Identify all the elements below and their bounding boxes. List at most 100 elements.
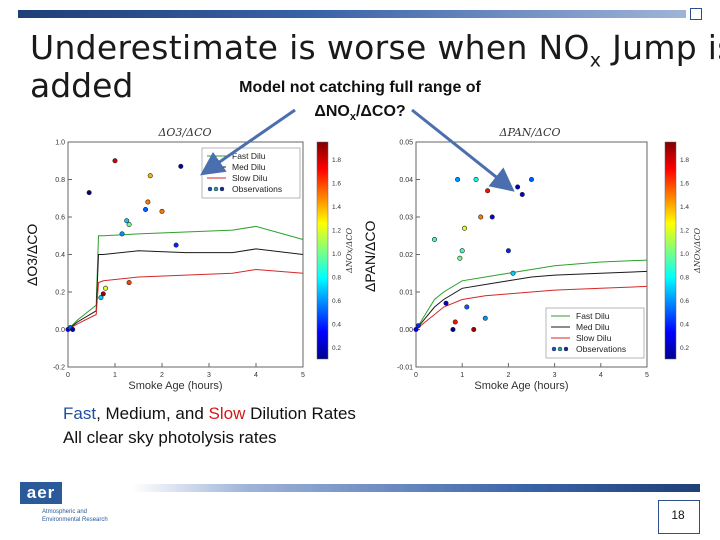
footer-sep1: , Medium, and [96, 404, 209, 423]
observation-point [471, 326, 477, 332]
legend-entry: Observations [232, 184, 282, 194]
x-tick-label: 4 [254, 372, 258, 379]
observation-point [143, 207, 149, 213]
colorbar-label: ΔNOx/ΔCO [345, 228, 354, 274]
observation-point [482, 315, 488, 321]
page-number-box [658, 500, 700, 534]
observation-point [103, 285, 109, 291]
colorbar-tick-label: 1.4 [680, 204, 689, 211]
observation-point [462, 225, 468, 231]
observation-point [178, 163, 184, 169]
x-tick-label: 2 [506, 372, 510, 379]
slide-title: Underestimate is worse when NOx Jump is [30, 28, 720, 72]
colorbar-tick-label: 0.4 [680, 321, 689, 328]
x-tick-label: 1 [113, 372, 117, 379]
y-tick-label: 0.01 [399, 290, 413, 297]
legend-swatch-dot [207, 186, 213, 192]
footer-line1: Fast, Medium, and Slow Dilution Rates [63, 402, 356, 426]
x-axis-label: Smoke Age (hours) [128, 380, 222, 392]
footer-slow: Slow [208, 404, 246, 423]
colorbar-tick-label: 1.6 [332, 181, 341, 188]
x-tick-label: 1 [460, 372, 464, 379]
legend-entry: Slow Dilu [576, 333, 612, 343]
observation-point [457, 255, 463, 261]
x-tick-label: 5 [301, 372, 305, 379]
observation-point [455, 177, 461, 183]
y-tick-label: -0.01 [397, 365, 413, 372]
callout-line2-b: /ΔCO? [355, 103, 406, 120]
observation-point [415, 323, 421, 329]
observation-point [464, 304, 470, 310]
top-accent-bar [18, 10, 686, 18]
observation-point [126, 280, 132, 286]
top-accent-square [690, 8, 702, 20]
series-line-med-dilu [415, 270, 648, 330]
y-tick-label: 0.02 [399, 252, 413, 259]
chart-title: ΔPAN/ΔCO [499, 126, 561, 139]
observation-point [505, 248, 511, 254]
logo-sub2: Environmental Research [42, 517, 108, 523]
colorbar-tick-label: 0.8 [680, 274, 689, 281]
footer-caption: Fast, Medium, and Slow Dilution Rates Al… [63, 402, 356, 450]
series-line-slow-dilu [415, 285, 648, 330]
y-tick-label: 1.0 [55, 140, 65, 147]
colorbar-label: ΔNOx/ΔCO [693, 228, 702, 274]
colorbar-tick-label: 0.6 [332, 298, 341, 305]
y-tick-label: 0.8 [55, 177, 65, 184]
observation-point [473, 177, 479, 183]
observation-point [124, 218, 130, 224]
observation-point [119, 231, 125, 237]
colorbar-tick-label: 0.2 [332, 345, 341, 352]
x-tick-label: 5 [645, 372, 649, 379]
observation-point [528, 177, 534, 183]
observation-point [459, 248, 465, 254]
colorbar-tick-label: 0.8 [332, 274, 341, 281]
observation-point [519, 192, 525, 198]
slide-title-line2: added [30, 66, 134, 105]
observation-point [510, 270, 516, 276]
x-tick-label: 2 [160, 372, 164, 379]
observation-point [173, 242, 179, 248]
footer-rest: Dilution Rates [245, 404, 356, 423]
y-tick-label: 0.2 [55, 290, 65, 297]
callout-text: Model not catching full range of ΔNOx/ΔC… [225, 76, 495, 129]
colorbar-tick-label: 1.2 [680, 227, 689, 234]
y-tick-label: -0.2 [53, 365, 65, 372]
colorbar-tick-label: 1.0 [332, 251, 341, 258]
legend-entry: Slow Dilu [232, 173, 268, 183]
observation-point [452, 319, 458, 325]
observation-point [489, 214, 495, 220]
x-axis-label: Smoke Age (hours) [474, 380, 568, 392]
callout-arrow-left [200, 108, 296, 176]
observation-point [98, 295, 104, 301]
observation-point [413, 326, 419, 332]
pan-chart: ΔPAN/ΔCO 0 1 2 3 4 5 Smoke Age (hours) -0.01 0.00… [397, 126, 702, 392]
logo-sub1: Atmospheric and [42, 509, 88, 515]
y-tick-label: 0.6 [55, 215, 65, 222]
observation-point [70, 326, 76, 332]
legend-entry: Fast Dilu [232, 151, 266, 161]
legend-entry: Med Dilu [576, 322, 610, 332]
series-line-slow-dilu [67, 268, 304, 330]
callout-line2: ΔNOx/ΔCO? [225, 100, 495, 129]
observation-point [147, 173, 153, 179]
colorbar-tick-label: 1.8 [680, 157, 689, 164]
y-tick-label: 0.00 [399, 327, 413, 334]
footer-fast: Fast [63, 404, 97, 423]
colorbar-tick-label: 1.0 [680, 251, 689, 258]
colorbar-tick-label: 0.6 [680, 298, 689, 305]
bottom-accent-bar [132, 484, 700, 492]
x-tick-label: 3 [553, 372, 557, 379]
observation-point [515, 184, 521, 190]
footer-line2: All clear sky photolysis rates [63, 428, 277, 447]
legend-swatch-dot [557, 346, 563, 352]
observation-point [159, 208, 165, 214]
colorbar [316, 141, 329, 360]
page-number: 18 [671, 508, 685, 522]
observation-point [112, 158, 118, 164]
aer-logo: aer [20, 482, 62, 504]
o3-chart: ΔO3/ΔCO 0 1 2 3 4 5 Smoke Age (hours) -0.2 0.0 0.2… [53, 126, 354, 392]
y-tick-label: 0.0 [55, 327, 65, 334]
colorbar-tick-label: 1.2 [332, 227, 341, 234]
